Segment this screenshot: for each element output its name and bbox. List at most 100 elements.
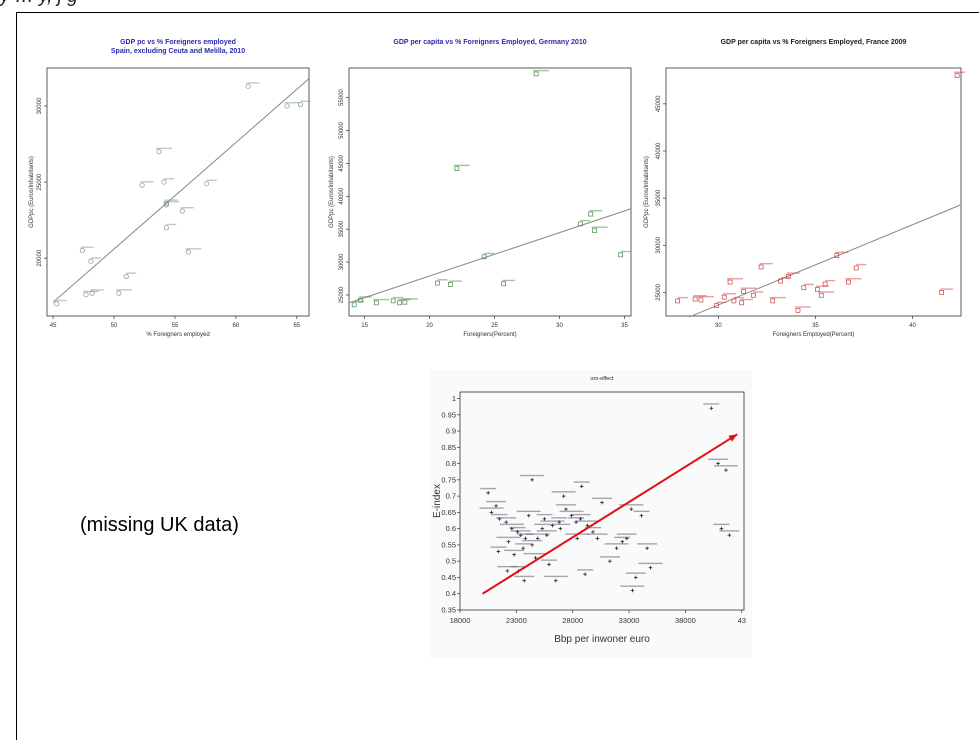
point-label-mark [584,526,601,529]
y-axis-label: GDPpc (Euros/Inhabitants) [29,156,35,228]
point-label-mark [620,585,645,587]
point-label-mark [845,278,862,280]
data-point [486,491,490,495]
data-point [846,279,851,285]
point-label-mark [453,164,470,167]
point-label-mark [80,246,94,248]
plot-frame [665,67,962,317]
data-point [629,507,634,511]
data-point [592,228,597,233]
data-point [373,300,379,306]
data-point [741,289,746,294]
data-point [698,297,704,303]
point-label-mark [589,210,603,212]
point-label-mark [90,289,104,291]
x-tick-label: 35 [812,323,819,329]
point-label-mark [490,546,507,548]
data-point [454,166,460,171]
point-label-mark [393,296,404,299]
point-label-mark [794,306,811,308]
y-tick-label: 0.8 [446,459,456,468]
data-point [853,265,859,271]
point-label-mark [354,300,365,303]
y-tick-label: 0.6 [446,524,456,533]
data-point [297,101,304,108]
point-label-mark [543,575,568,578]
chart-title: GDP per capita vs % Foreigners Employed,… [721,39,907,46]
point-label-mark [580,219,591,222]
point-label-mark [722,293,736,295]
point-label-mark [625,572,646,574]
x-tick-label: 33000 [619,616,640,625]
data-point [614,546,619,550]
point-label-mark [713,523,730,526]
point-label-mark [740,287,757,289]
chart-uro-effect: uro-effect 18000 23000 28000 33000 38000 43 0.3… [430,370,752,658]
data-point [505,569,510,573]
point-label-mark [166,223,177,226]
chart-germany: GDP per capita vs % Foreigners Employed,… [325,30,637,360]
x-axis-label: Bbp per inwoner euro [554,634,650,645]
point-label-mark [533,69,550,72]
data-point [402,299,408,305]
point-label-mark [496,517,517,519]
data-point [116,290,122,296]
regression-line [52,78,310,303]
data-point [583,572,587,577]
point-label-mark [510,530,531,532]
data-point [358,297,364,303]
data-point [558,526,563,531]
y-tick-label: 0.85 [441,443,456,452]
point-label-mark [727,278,744,280]
x-tick-label: 45 [50,323,57,329]
y-tick-label: 35000 [656,189,662,206]
data-point [79,248,85,254]
data-point [778,278,783,284]
x-tick-label: 50 [111,323,118,329]
data-point [801,285,807,291]
data-point [648,565,653,570]
data-point [709,406,714,411]
data-point [719,526,724,531]
point-label-mark [206,179,217,182]
data-point [630,588,635,593]
data-point [506,539,511,544]
y-tick-label: 0.75 [441,475,456,484]
data-point [600,500,604,505]
data-point [579,484,584,489]
point-label-mark [759,262,773,265]
y-tick-label: 0.5 [446,557,456,566]
point-label-mark [719,530,740,532]
y-tick-label: 50000 [339,121,345,138]
point-label-mark [499,523,524,526]
missing-uk-note: (missing UK data) [80,514,239,536]
chart-title: GDP per capita vs % Foreigners Employed,… [393,39,586,46]
point-label-mark [156,147,173,150]
data-point [557,520,561,524]
data-point [390,298,396,304]
data-point [533,71,539,77]
x-tick-label: 18000 [450,616,471,625]
chart-background [430,370,752,658]
data-point [504,520,509,524]
point-label-mark [180,207,194,209]
data-point [731,298,737,304]
point-label-mark [677,296,688,299]
point-label-mark [577,569,594,571]
point-label-mark [523,552,548,555]
x-tick-label: 25 [491,323,498,329]
data-point [351,302,357,308]
chart-title: uro-effect [590,376,614,382]
data-point [724,468,728,472]
data-point [448,282,453,287]
y-axis-label: GDPpc (Euros/Inhabitants) [329,156,335,228]
data-point [501,281,506,287]
data-point [123,273,129,279]
x-tick-label: 43 [738,616,746,625]
point-label-mark [555,504,576,506]
point-label-mark [559,510,584,513]
trend-arrow [482,433,738,595]
y-axis-label: GDPpc (Euros/Inhabitants) [644,156,650,228]
data-point [533,556,538,560]
x-tick-label: 28000 [562,616,583,625]
